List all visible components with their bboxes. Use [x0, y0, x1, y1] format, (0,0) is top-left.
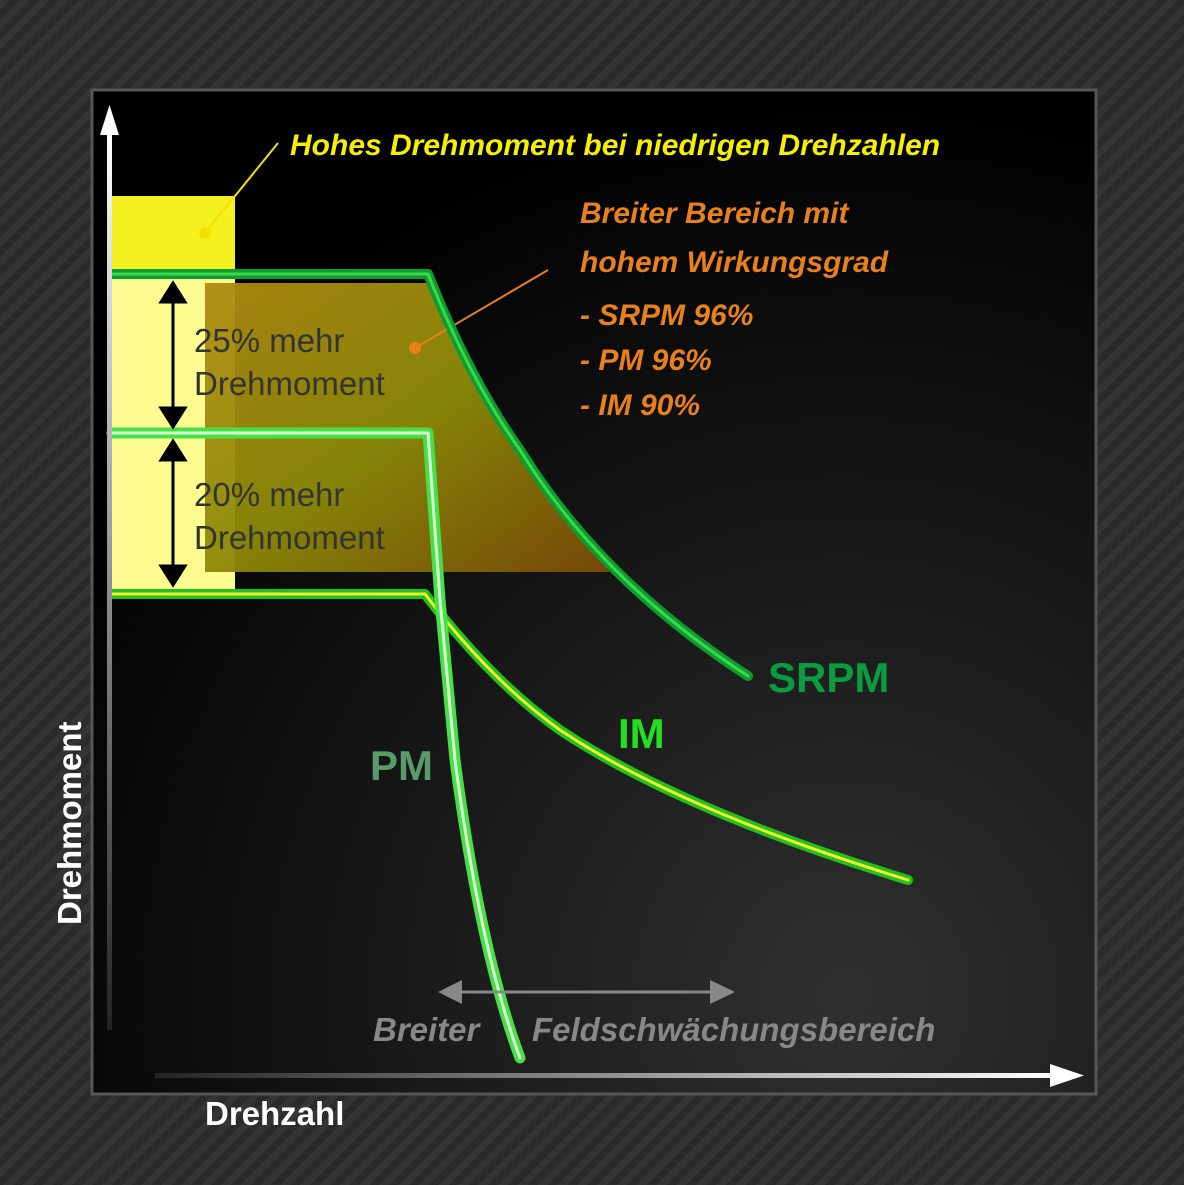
y-axis	[107, 130, 112, 1030]
annotation: Drehmoment	[194, 519, 385, 556]
annotation: Drehmoment	[194, 365, 385, 402]
annotation: 25% mehr	[194, 322, 344, 359]
curve-label: SRPM	[768, 654, 889, 701]
annotation: Breiter	[373, 1011, 482, 1048]
y-axis-head	[100, 105, 119, 135]
annotation: Breiter Bereich mit	[580, 197, 850, 230]
arrow-head	[158, 280, 188, 304]
curve-label: PM	[370, 742, 433, 789]
leader	[204, 142, 279, 234]
leader	[414, 269, 549, 349]
arrow-head	[158, 438, 188, 462]
pm-curve-core	[110, 431, 522, 1060]
im-curve-core	[110, 592, 910, 882]
arrow-head	[158, 564, 188, 588]
annotation: - SRPM 96%	[580, 299, 753, 332]
arrow-head	[710, 980, 735, 1004]
annotation: 20% mehr	[194, 476, 344, 513]
leader-dot	[199, 227, 211, 239]
x-axis-head	[1050, 1064, 1084, 1087]
annotation: hohem Wirkungsgrad	[580, 246, 889, 279]
annotation: - IM 90%	[580, 389, 700, 422]
annotation: Hohes Drehmoment bei niedrigen Drehzahle…	[290, 129, 940, 162]
annotation: Feldschwächungsbereich	[532, 1011, 935, 1048]
arrow-head	[158, 406, 188, 430]
x-axis-label: Drehzahl	[205, 1095, 344, 1132]
annotation: - PM 96%	[580, 344, 712, 377]
low-speed-region	[112, 196, 235, 272]
curve-label: IM	[618, 710, 665, 757]
leader-dot	[409, 342, 421, 354]
y-axis-label: Drehmoment	[51, 721, 88, 925]
arrow-head	[438, 980, 462, 1004]
x-axis	[155, 1073, 1055, 1078]
srpm-curve-core	[110, 272, 750, 678]
